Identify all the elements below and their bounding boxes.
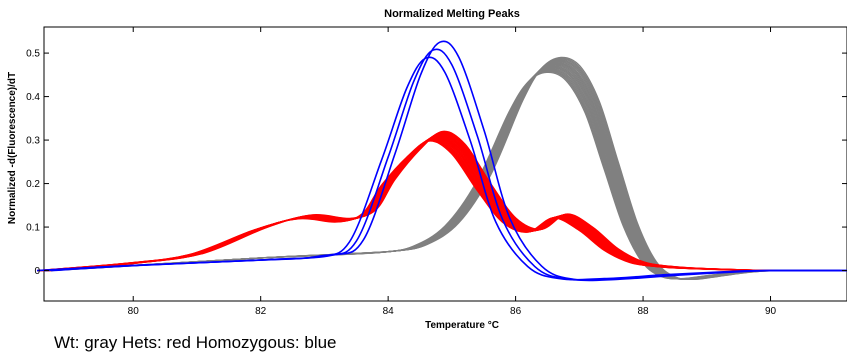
y-tick-label: 0 [34,266,40,277]
legend-caption: Wt: gray Hets: red Homozygous: blue [54,333,337,352]
y-tick-label: 0.4 [26,92,40,103]
curve-layer [36,40,847,282]
curve-group1-17 [50,130,847,272]
x-axis-label: Temperature °C [425,320,499,330]
y-tick-label: 0.1 [26,223,40,234]
chart-title: Normalized Melting Peaks [384,8,520,20]
y-axis-ticks: 0 0.1 0.2 0.3 0.4 0.5 [26,49,847,277]
y-tick-label: 0.2 [26,179,40,190]
y-tick-label: 0.3 [26,136,40,147]
x-tick-label: 86 [510,306,522,317]
x-tick-label: 88 [638,306,650,317]
x-tick-label: 80 [128,306,140,317]
x-tick-label: 90 [765,306,777,317]
melting-peaks-chart: Normalized Melting Peaks 0 0.1 0.2 0.3 0.4 0.… [7,8,847,330]
x-tick-label: 84 [383,306,395,317]
x-axis-ticks: 80 82 84 86 88 90 [128,27,777,317]
x-tick-label: 82 [255,306,267,317]
y-tick-label: 0.5 [26,49,40,60]
y-axis-label: Normalized -d(Fluorescence)/dT [7,72,18,224]
curve-group2-2 [50,40,847,282]
